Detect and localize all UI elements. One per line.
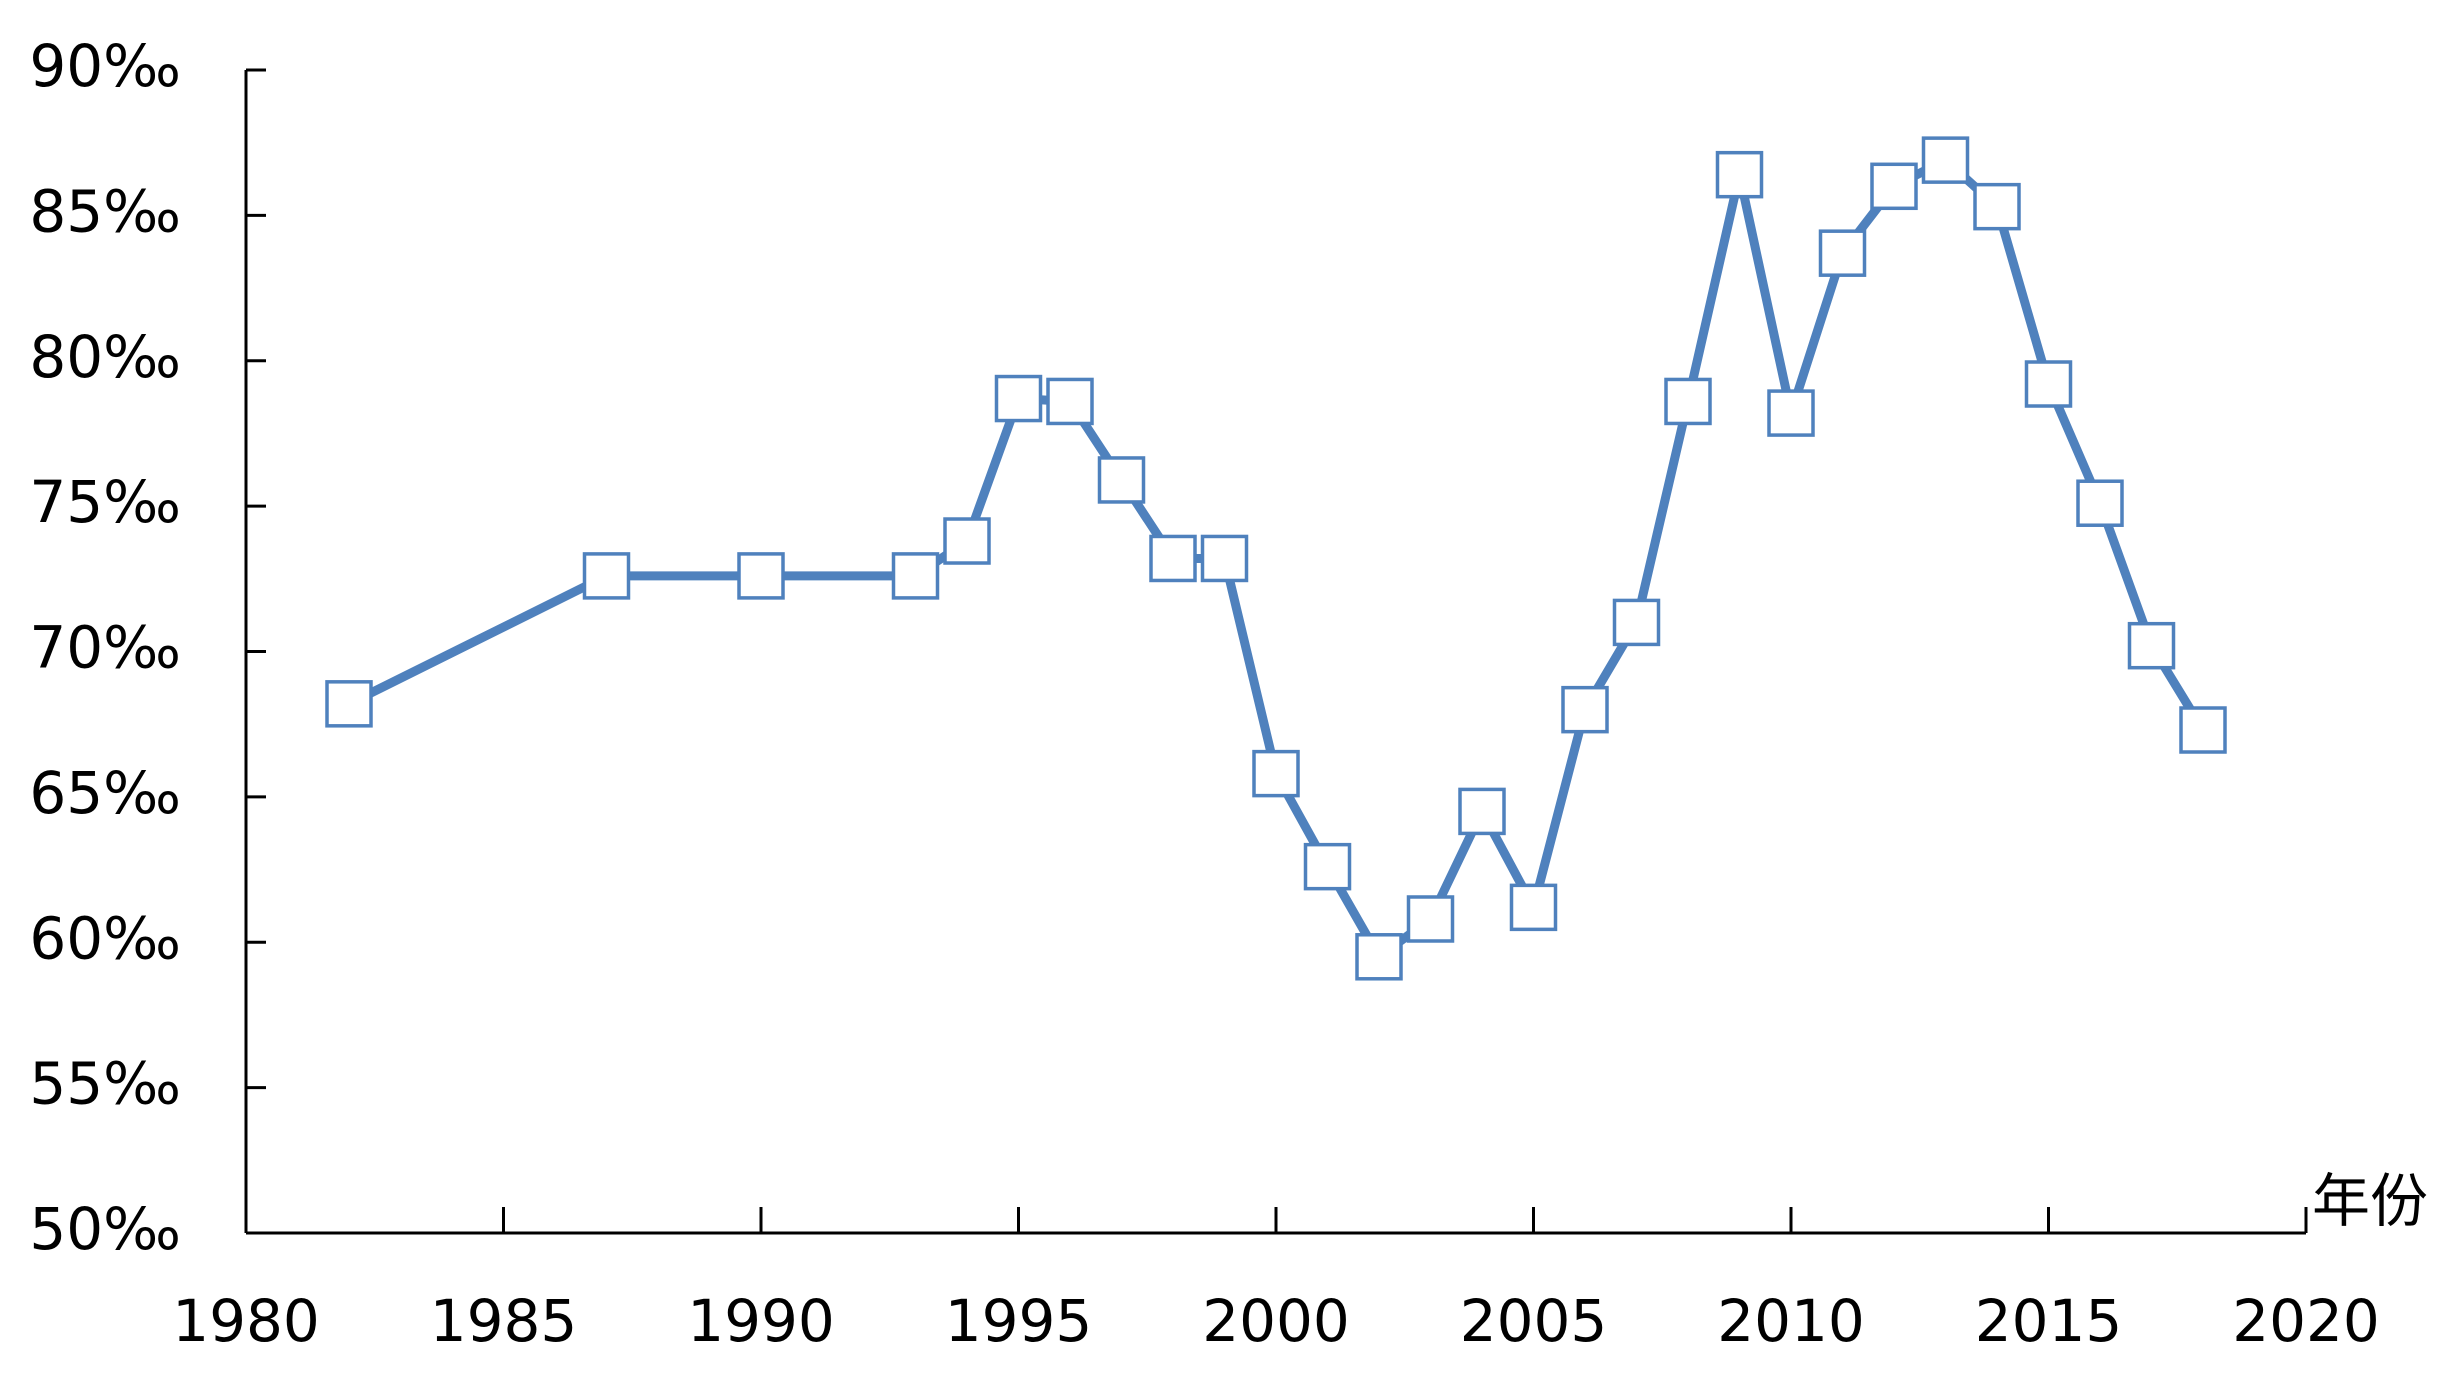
x-tick-label: 2005 — [1460, 1287, 1608, 1355]
marker — [1200, 534, 1249, 583]
marker — [1046, 377, 1094, 426]
marker — [325, 680, 373, 728]
y-tick-label: 55‰ — [29, 1050, 181, 1118]
marker — [1921, 136, 1970, 184]
x-tick-label: 1990 — [687, 1287, 835, 1355]
marker — [1458, 787, 1506, 836]
marker — [1818, 229, 1867, 277]
marker — [737, 552, 785, 600]
marker — [1097, 456, 1146, 504]
marker — [2127, 621, 2176, 670]
y-tick-label: 50‰ — [29, 1195, 181, 1263]
marker — [1973, 182, 2021, 231]
marker — [1149, 534, 1197, 583]
marker — [943, 517, 991, 565]
marker — [1664, 377, 1712, 426]
marker — [994, 374, 1043, 423]
marker — [891, 552, 940, 600]
marker — [1715, 150, 1764, 199]
marker — [2076, 479, 2124, 527]
y-tick-label: 65‰ — [29, 759, 181, 827]
marker — [1252, 749, 1300, 798]
marker — [582, 552, 631, 600]
x-tick-label: 2000 — [1202, 1287, 1350, 1355]
y-tick-label: 85‰ — [29, 177, 181, 245]
y-tick-label: 75‰ — [29, 468, 181, 536]
x-tick-label: 1985 — [430, 1287, 578, 1355]
marker — [1355, 933, 1403, 981]
marker — [1870, 162, 1918, 211]
y-tick-label: 80‰ — [29, 323, 181, 391]
y-tick-label: 90‰ — [29, 32, 181, 100]
marker — [1406, 895, 1455, 943]
marker — [2179, 706, 2227, 754]
y-tick-label: 70‰ — [29, 614, 181, 682]
marker — [1767, 389, 1815, 437]
marker — [1612, 598, 1661, 647]
x-tick-label: 2020 — [2232, 1287, 2380, 1355]
x-tick-label: 2015 — [1975, 1287, 2123, 1355]
marker — [1561, 685, 1609, 734]
x-tick-label: 1995 — [945, 1287, 1093, 1355]
x-axis-label: 年份 — [2312, 1167, 2428, 1235]
x-tick-label: 1980 — [172, 1287, 320, 1355]
x-tick-label: 2010 — [1717, 1287, 1865, 1355]
marker — [1509, 883, 1558, 932]
marker — [2024, 360, 2073, 408]
y-tick-label: 60‰ — [29, 904, 181, 972]
marker — [1303, 842, 1352, 891]
